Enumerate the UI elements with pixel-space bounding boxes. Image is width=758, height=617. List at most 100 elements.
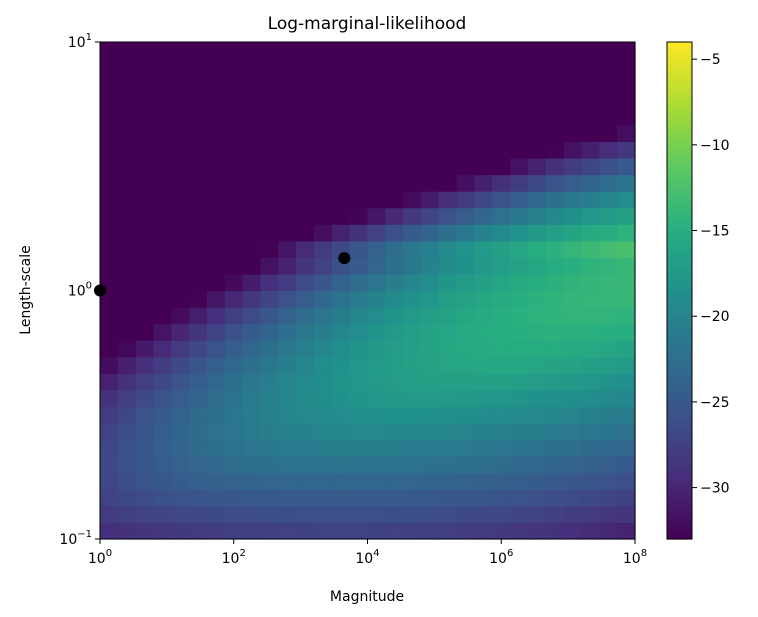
- colorbar-segment: [667, 459, 692, 466]
- heatmap-cell: [153, 273, 172, 292]
- heatmap-cell: [617, 389, 636, 408]
- heatmap-cell: [421, 157, 440, 176]
- heatmap-cell: [545, 472, 565, 490]
- heatmap-cell: [385, 406, 404, 424]
- heatmap-cell: [135, 42, 155, 60]
- heatmap-cell: [545, 356, 565, 374]
- heatmap-cell: [474, 356, 493, 374]
- heatmap-cell: [331, 323, 351, 341]
- heatmap-cell: [456, 191, 476, 209]
- heatmap-cell: [314, 257, 333, 275]
- heatmap-cell: [331, 456, 351, 474]
- colorbar-segment: [667, 51, 692, 58]
- colorbar-segment: [667, 394, 692, 401]
- colorbar-segment: [667, 101, 692, 108]
- heatmap-cell: [153, 307, 172, 325]
- heatmap-cell: [278, 423, 297, 441]
- heatmap-cell: [510, 489, 529, 507]
- heatmap-cell: [385, 323, 404, 341]
- heatmap-cell: [563, 439, 583, 457]
- heatmap-cell: [617, 91, 636, 109]
- heatmap-cell: [117, 406, 137, 424]
- colorbar-segment: [667, 534, 692, 540]
- heatmap-cell: [403, 472, 422, 490]
- colorbar-segment: [667, 434, 692, 441]
- heatmap-cell: [349, 224, 369, 242]
- heatmap-cell: [296, 257, 315, 275]
- heatmap-cell: [385, 257, 404, 275]
- heatmap-cell: [242, 191, 262, 209]
- heatmap-cell: [367, 307, 386, 325]
- heatmap-cell: [242, 373, 262, 391]
- heatmap-cell: [599, 472, 618, 490]
- heatmap-cell: [296, 406, 315, 424]
- heatmap-cell: [189, 224, 208, 242]
- heatmap-cell: [617, 307, 636, 325]
- heatmap-cell: [189, 207, 208, 225]
- heatmap-cell: [528, 423, 547, 441]
- heatmap-cell: [224, 340, 244, 358]
- colorbar-segment: [667, 454, 692, 461]
- heatmap-cell: [492, 356, 511, 374]
- heatmap-cell: [403, 522, 422, 540]
- heatmap-cell: [563, 489, 583, 507]
- colorbar-segment: [667, 61, 692, 68]
- colorbar-segment: [667, 275, 692, 282]
- heatmap-cell: [224, 75, 244, 93]
- heatmap-cell: [189, 489, 208, 507]
- heatmap-cell: [242, 323, 262, 341]
- colorbar-segment: [667, 469, 692, 475]
- heatmap-cell: [189, 356, 208, 374]
- colorbar-tick-label: −25: [700, 395, 730, 411]
- x-axis-label: Magnitude: [330, 589, 404, 605]
- y-tick-label: 10−1: [59, 529, 92, 548]
- heatmap-cell: [421, 456, 440, 474]
- heatmap-cell: [474, 472, 493, 490]
- heatmap-cell: [153, 157, 172, 176]
- heatmap-cell: [224, 240, 244, 258]
- heatmap-cell: [367, 389, 386, 408]
- heatmap-cell: [349, 439, 369, 457]
- heatmap-cell: [100, 489, 119, 507]
- heatmap-cell: [296, 224, 315, 242]
- colorbar-segment: [667, 131, 692, 138]
- heatmap-cell: [207, 240, 226, 258]
- heatmap-cell: [296, 42, 315, 60]
- heatmap-cell: [474, 108, 493, 126]
- heatmap-cell: [224, 456, 244, 474]
- heatmap-cell: [100, 356, 119, 374]
- heatmap-cell: [563, 141, 583, 159]
- colorbar-segment: [667, 320, 692, 326]
- heatmap-cell: [421, 423, 440, 441]
- heatmap-cell: [117, 423, 137, 441]
- heatmap-cell: [367, 356, 386, 374]
- heatmap-cell: [153, 42, 172, 60]
- heatmap-cell: [492, 505, 511, 524]
- heatmap-cell: [278, 472, 297, 490]
- heatmap-cell: [563, 42, 583, 60]
- heatmap-cell: [207, 174, 226, 192]
- heatmap-cell: [581, 290, 600, 308]
- heatmap-cell: [421, 406, 440, 424]
- heatmap-cell: [510, 257, 529, 275]
- heatmap-cell: [296, 356, 315, 374]
- colorbar-segment: [667, 235, 692, 242]
- heatmap-cell: [296, 58, 315, 76]
- colorbar-segment: [667, 315, 692, 321]
- heatmap-cell: [528, 91, 547, 109]
- heatmap-cell: [528, 124, 547, 142]
- heatmap-cell: [296, 340, 315, 358]
- heatmap-cell: [385, 91, 404, 109]
- heatmap-cell: [100, 257, 119, 275]
- heatmap-cell: [545, 423, 565, 441]
- heatmap-cell: [189, 472, 208, 490]
- heatmap-cell: [563, 472, 583, 490]
- heatmap-cell: [492, 472, 511, 490]
- marker-point: [338, 252, 351, 265]
- heatmap-cell: [403, 489, 422, 507]
- colorbar-segment: [667, 499, 692, 505]
- colorbar-segment: [667, 215, 692, 222]
- heatmap-cell: [349, 456, 369, 474]
- x-tick-label: 100: [88, 548, 112, 567]
- heatmap-cell: [207, 75, 226, 93]
